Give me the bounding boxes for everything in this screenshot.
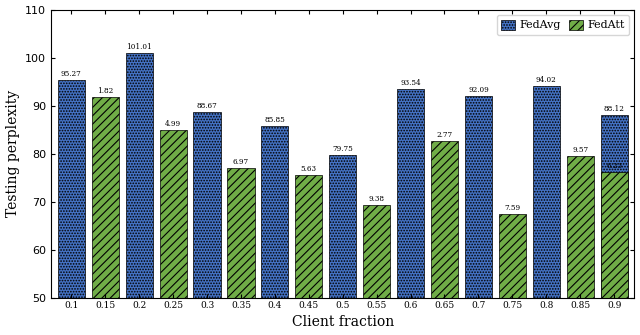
Bar [329, 155, 356, 298]
Text: 4.99: 4.99 [165, 120, 181, 128]
Bar [227, 169, 255, 298]
Text: 2.77: 2.77 [436, 131, 452, 139]
Text: 95.27: 95.27 [61, 70, 82, 78]
Bar [465, 96, 492, 298]
Y-axis label: Testing perplexity: Testing perplexity [6, 90, 20, 217]
Bar [566, 156, 594, 298]
Text: 94.02: 94.02 [536, 76, 557, 84]
Bar [58, 80, 85, 298]
Bar [92, 97, 119, 298]
Text: 5.63: 5.63 [301, 165, 317, 173]
Bar [363, 205, 390, 298]
X-axis label: Client fraction: Client fraction [292, 316, 394, 329]
Text: 92.09: 92.09 [468, 86, 489, 94]
Bar [397, 89, 424, 298]
Text: 6.97: 6.97 [233, 158, 249, 166]
Text: 9.38: 9.38 [369, 195, 385, 203]
Legend: FedAvg, FedAtt: FedAvg, FedAtt [497, 15, 629, 35]
Text: 79.75: 79.75 [332, 145, 353, 153]
Text: 85.85: 85.85 [264, 116, 285, 124]
Text: 93.54: 93.54 [400, 79, 421, 87]
Text: 88.67: 88.67 [196, 102, 218, 110]
Bar [600, 172, 628, 298]
Text: 7.59: 7.59 [504, 204, 520, 212]
Text: 101.01: 101.01 [126, 43, 152, 51]
Text: 6.23: 6.23 [606, 162, 622, 170]
Bar [125, 53, 153, 298]
Text: 1.82: 1.82 [97, 87, 113, 95]
Bar [295, 175, 323, 298]
Text: 88.12: 88.12 [604, 105, 625, 113]
Bar [193, 112, 221, 298]
Bar [600, 115, 628, 298]
Bar [532, 86, 560, 298]
Text: 9.57: 9.57 [572, 146, 588, 154]
Bar [261, 126, 289, 298]
Bar [159, 130, 187, 298]
Bar [431, 140, 458, 298]
Bar [499, 213, 526, 298]
